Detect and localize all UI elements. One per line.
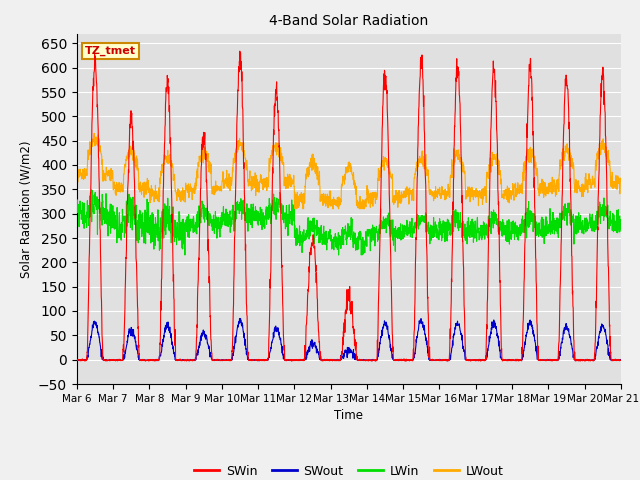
Title: 4-Band Solar Radiation: 4-Band Solar Radiation: [269, 14, 428, 28]
Text: TZ_tmet: TZ_tmet: [85, 46, 136, 56]
Y-axis label: Solar Radiation (W/m2): Solar Radiation (W/m2): [19, 140, 33, 277]
Legend: SWin, SWout, LWin, LWout: SWin, SWout, LWin, LWout: [189, 460, 508, 480]
X-axis label: Time: Time: [334, 409, 364, 422]
